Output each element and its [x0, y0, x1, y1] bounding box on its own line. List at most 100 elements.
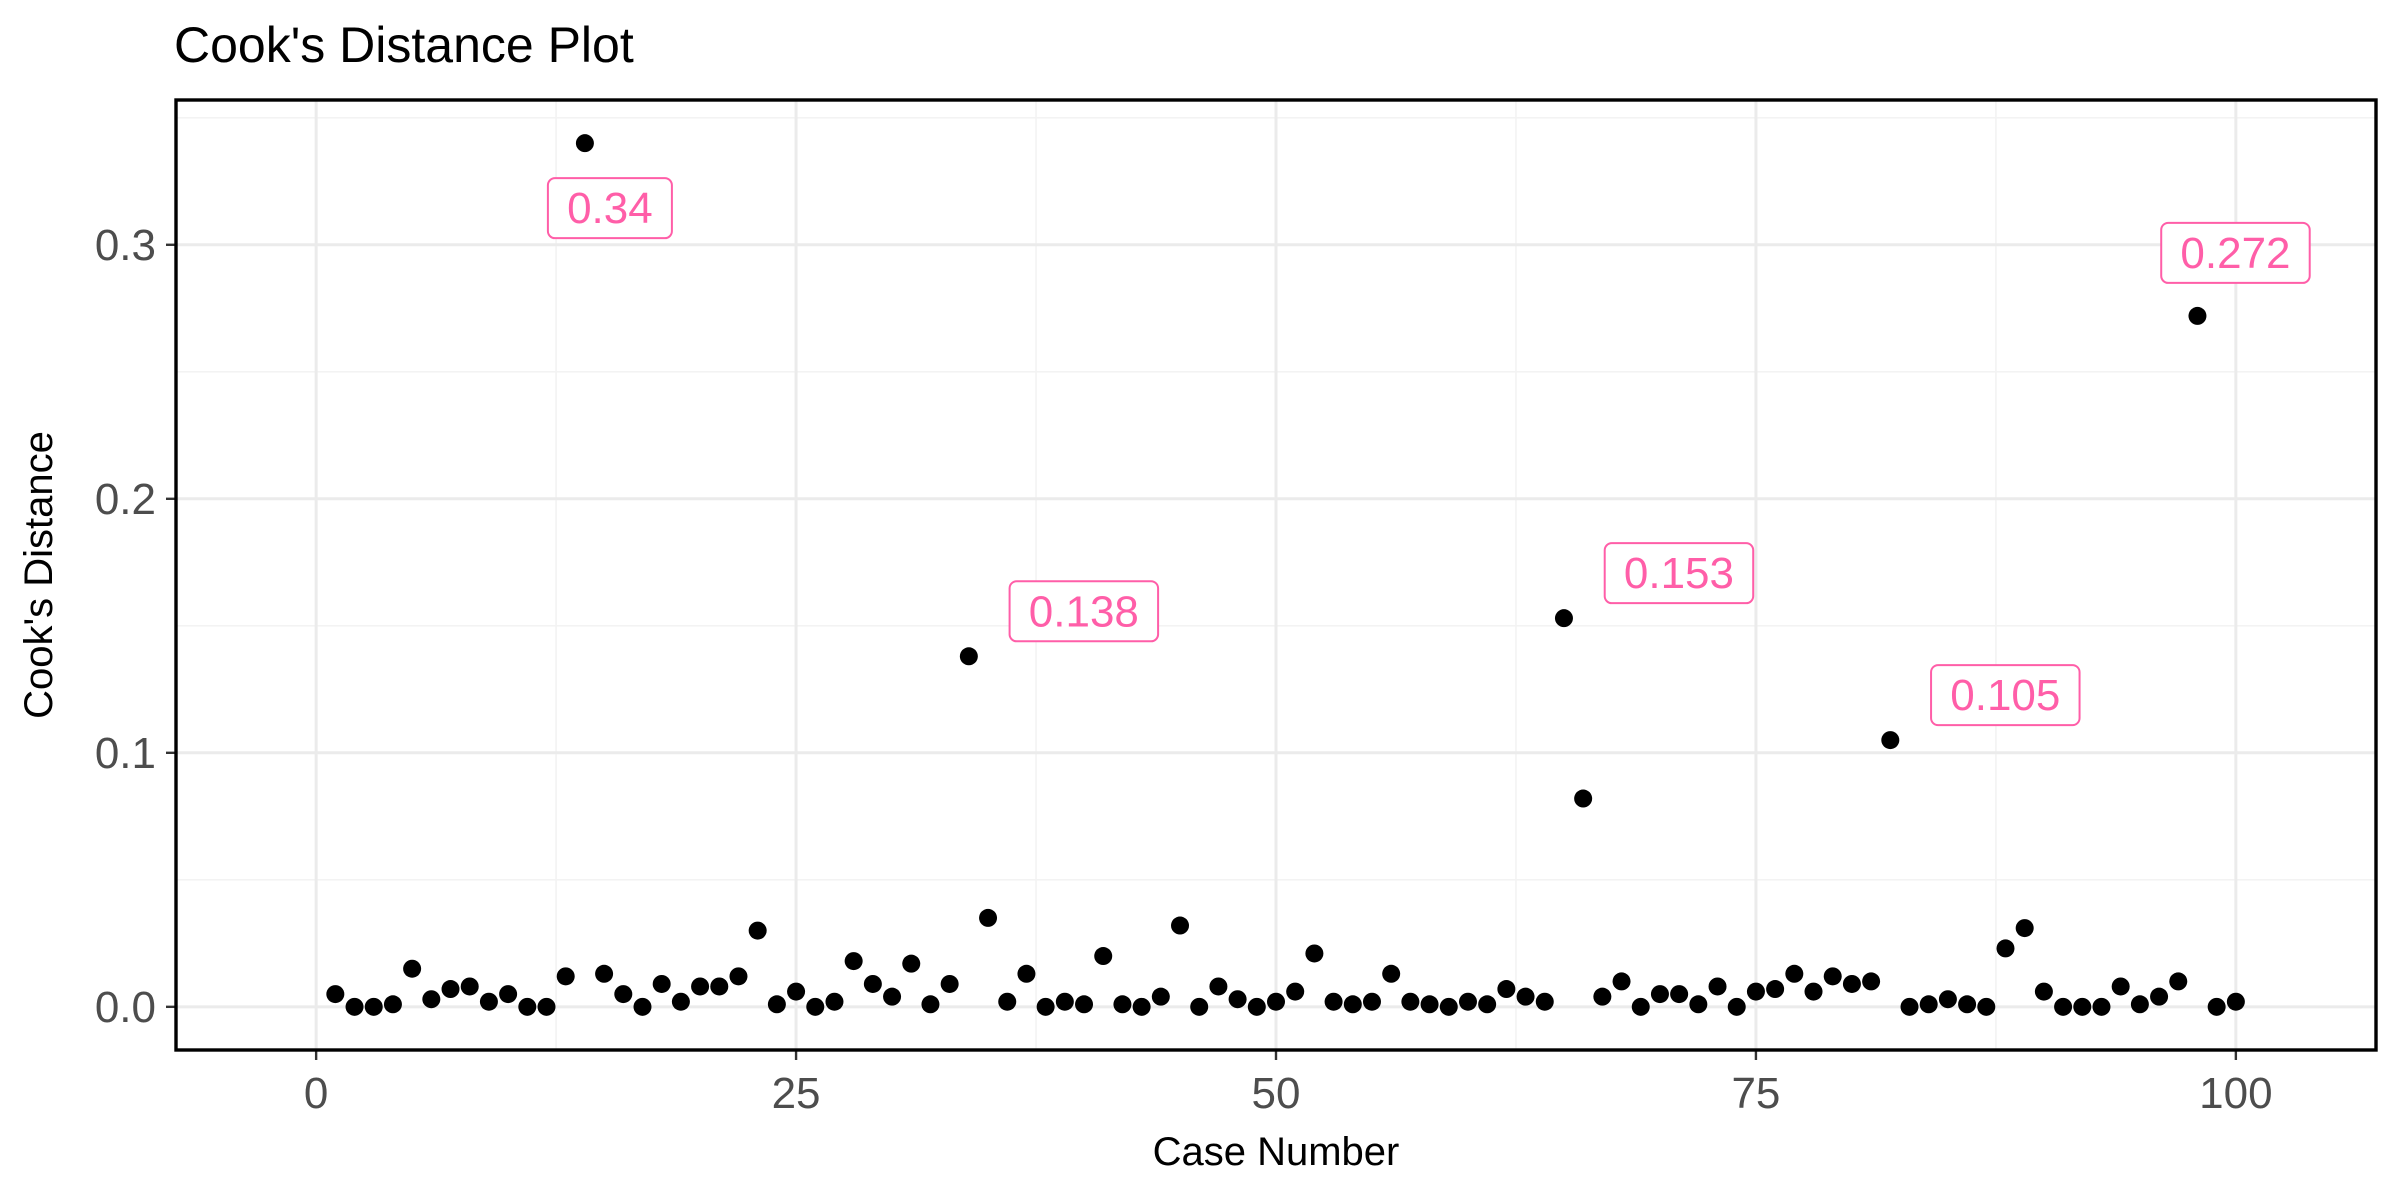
data-point	[1055, 992, 1074, 1011]
data-point	[1938, 990, 1957, 1009]
data-point	[998, 992, 1017, 1011]
data-point	[1631, 997, 1650, 1016]
data-point	[1689, 995, 1708, 1014]
data-point	[710, 977, 729, 996]
data-point	[1113, 995, 1132, 1014]
data-point	[383, 995, 402, 1014]
data-point	[671, 992, 690, 1011]
value-label-box	[546, 177, 673, 240]
data-point	[1554, 609, 1573, 628]
data-points	[326, 134, 2245, 1016]
value-label-text: 0.272	[2180, 229, 2290, 278]
data-point	[1785, 964, 1804, 983]
data-point	[1324, 992, 1343, 1011]
axis-ticks: 0 25 50 75 100 0.0 0.1 0.2 0.3	[95, 221, 2273, 1118]
value-label-box	[1930, 664, 2081, 727]
data-point	[1804, 982, 1823, 1001]
data-point	[1535, 992, 1554, 1011]
data-point	[767, 995, 786, 1014]
data-point	[614, 985, 633, 1004]
y-tick-label: 0.3	[95, 221, 156, 270]
data-point	[1094, 947, 1113, 966]
data-point	[345, 997, 364, 1016]
data-point	[787, 982, 806, 1001]
data-point	[2092, 997, 2111, 1016]
data-point	[364, 997, 383, 1016]
data-point	[1439, 997, 1458, 1016]
data-point	[748, 921, 767, 940]
data-point	[1458, 992, 1477, 1011]
data-point	[1132, 997, 1151, 1016]
data-point	[1881, 731, 1900, 750]
data-point	[326, 985, 345, 1004]
data-point	[1247, 997, 1266, 1016]
data-point	[863, 974, 882, 993]
data-point	[556, 967, 575, 986]
x-tick-label: 100	[2199, 1069, 2272, 1118]
data-point	[1401, 992, 1420, 1011]
value-label: 0.272	[2160, 221, 2311, 284]
data-point	[1382, 964, 1401, 983]
data-point	[691, 977, 710, 996]
data-point	[499, 985, 518, 1004]
data-point	[921, 995, 940, 1014]
data-point	[1593, 987, 1612, 1006]
data-point	[844, 952, 863, 971]
data-point	[595, 964, 614, 983]
data-point	[1036, 997, 1055, 1016]
data-point	[940, 974, 959, 993]
plot-panel-border	[174, 98, 2378, 1052]
data-point	[902, 954, 921, 973]
data-point	[2054, 997, 2073, 1016]
data-point	[2188, 306, 2207, 325]
data-point	[441, 980, 460, 999]
grid	[176, 100, 2376, 1050]
data-point	[1574, 789, 1593, 808]
data-point	[1612, 972, 1631, 991]
value-label-text: 0.34	[567, 184, 653, 233]
data-point	[2015, 919, 2034, 938]
y-tick-label: 0.1	[95, 729, 156, 778]
data-point	[1267, 992, 1285, 1011]
data-point	[1209, 977, 1228, 996]
data-point	[2169, 972, 2188, 991]
data-point	[2073, 997, 2092, 1016]
data-point	[460, 977, 479, 996]
value-label-text: 0.153	[1624, 549, 1734, 598]
data-point	[1190, 997, 1209, 1016]
data-point	[1708, 977, 1727, 996]
x-tick-label: 25	[772, 1069, 821, 1118]
data-point	[2034, 982, 2053, 1001]
data-point	[575, 134, 594, 153]
data-point	[518, 997, 537, 1016]
data-point	[1305, 944, 1324, 963]
value-label-box	[1008, 580, 1160, 643]
data-point	[1823, 967, 1842, 986]
data-point	[479, 992, 498, 1011]
y-tick-label: 0.2	[95, 475, 156, 524]
data-point	[1919, 995, 1938, 1014]
data-point	[422, 990, 441, 1009]
data-point	[537, 997, 556, 1016]
value-label: 0.153	[1603, 542, 1755, 605]
value-labels: 0.34 0.138 0.153 0.105 0.272	[546, 177, 2311, 727]
data-point	[2226, 992, 2245, 1011]
y-tick-label: 0.0	[95, 983, 156, 1032]
data-point	[1075, 995, 1094, 1014]
x-tick-label: 75	[1731, 1069, 1780, 1118]
data-point	[1670, 985, 1689, 1004]
value-label: 0.138	[1008, 580, 1160, 643]
y-axis-title: Cook's Distance	[17, 431, 61, 719]
data-point	[1151, 987, 1170, 1006]
data-point	[1862, 972, 1881, 991]
chart-title: Cook's Distance Plot	[174, 17, 634, 73]
data-point	[403, 959, 422, 978]
x-tick-label: 0	[304, 1069, 328, 1118]
x-tick-label: 50	[1252, 1069, 1301, 1118]
data-point	[1286, 982, 1305, 1001]
value-label: 0.105	[1930, 664, 2081, 727]
data-point	[729, 967, 748, 986]
data-point	[1727, 997, 1746, 1016]
data-point	[1766, 980, 1785, 999]
